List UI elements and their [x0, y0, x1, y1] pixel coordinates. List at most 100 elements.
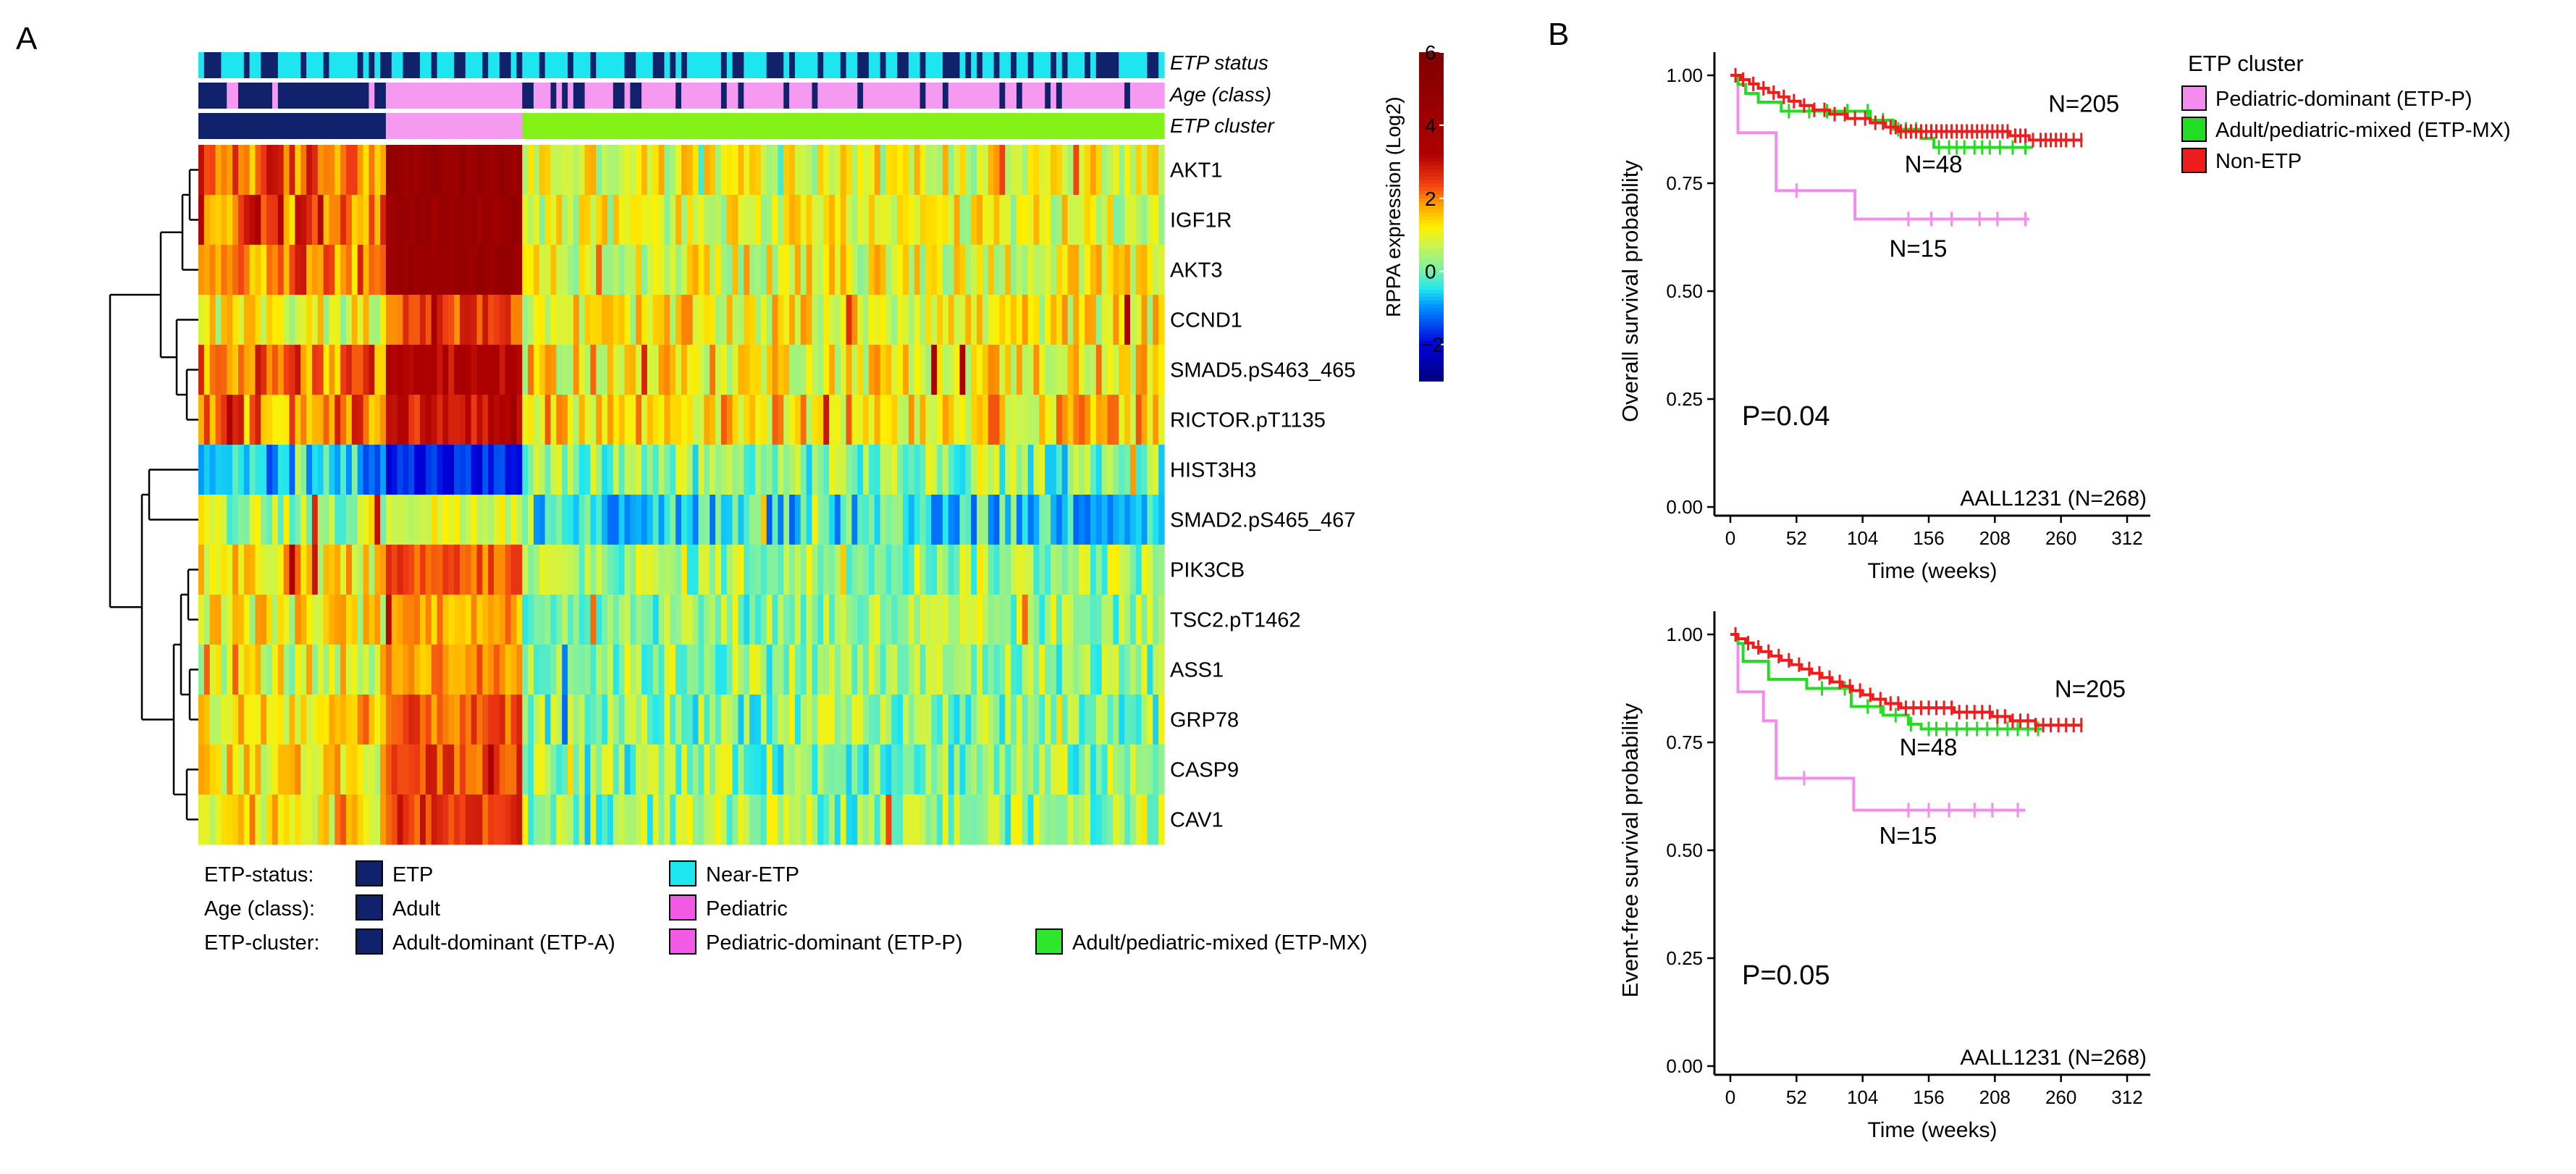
heatmap-cell [698, 645, 704, 695]
heatmap-cell [607, 345, 614, 395]
age-class-cell [414, 83, 421, 109]
heatmap-cell [959, 345, 966, 395]
heatmap-cell [744, 695, 750, 745]
heatmap-cell [863, 645, 870, 695]
heatmap-cell [448, 145, 455, 196]
heatmap-cell [778, 645, 784, 695]
heatmap-cell [766, 295, 773, 345]
heatmap-cell [988, 295, 995, 345]
heatmap-cell [334, 794, 341, 845]
etp-status-cell [749, 52, 756, 78]
heatmap-cell [215, 794, 222, 845]
heatmap-cell [539, 245, 546, 295]
heatmap-cell [289, 445, 295, 495]
heatmap-cell [726, 145, 733, 196]
heatmap-cell [908, 245, 915, 295]
heatmap-cell [277, 345, 285, 395]
etp-cluster-cell [1067, 113, 1074, 139]
heatmap-cells [198, 145, 1165, 845]
heatmap-cell [385, 195, 392, 246]
heatmap-cell [925, 395, 932, 445]
etp-status-cell [403, 52, 409, 78]
heatmap-cell [1061, 695, 1069, 745]
colorbar-segment [1419, 274, 1444, 280]
heatmap-cell [732, 695, 739, 745]
etp-status-cell [221, 52, 227, 78]
heatmap-cell [630, 495, 636, 545]
heatmap-cell [766, 395, 773, 445]
heatmap-cell [1027, 195, 1035, 246]
heatmap-cell [914, 445, 921, 495]
heatmap-cell [1119, 495, 1125, 545]
heatmap-cell [1011, 595, 1017, 645]
heatmap-cell [1090, 395, 1097, 445]
heatmap-cell [209, 495, 216, 545]
heatmap-cell [505, 495, 512, 545]
heatmap-cell [903, 345, 909, 395]
heatmap-cell [283, 395, 290, 445]
heatmap-cell [465, 195, 472, 246]
etp-cluster-cell [982, 113, 989, 139]
heatmap-cell [999, 345, 1006, 395]
heatmap-cell [380, 295, 387, 345]
etp-status-cell [272, 52, 279, 78]
heatmap-cell [516, 345, 523, 395]
heatmap-cell [1135, 345, 1142, 395]
age-class-cell [311, 83, 319, 109]
etp-cluster-cell [783, 113, 790, 139]
x-tick-label: 0 [1725, 527, 1735, 549]
heatmap-cell [317, 345, 324, 395]
heatmap-cell [1016, 145, 1023, 196]
heatmap-cell [1005, 295, 1011, 345]
heatmap-cell [573, 145, 580, 196]
heatmap-cell [988, 595, 995, 645]
heatmap-cell [647, 145, 654, 196]
heatmap-cell [618, 495, 626, 545]
heatmap-cell [1079, 794, 1085, 845]
heatmap-cell [522, 595, 529, 645]
heatmap-cell [277, 295, 285, 345]
heatmap-cell [914, 745, 921, 795]
heatmap-cell [993, 645, 1001, 695]
heatmap-cell [482, 445, 489, 495]
heatmap-cell [351, 495, 358, 545]
heatmap-cell [812, 695, 818, 745]
heatmap-cell [550, 195, 557, 246]
colorbar-segment [1419, 176, 1444, 181]
heatmap-cell [510, 295, 518, 345]
heatmap-cell [596, 545, 602, 595]
heatmap-cell [897, 395, 904, 445]
heatmap-cell [817, 495, 824, 545]
heatmap-cell [755, 495, 762, 545]
colorbar-segment [1419, 260, 1444, 265]
heatmap-cell [522, 345, 529, 395]
heatmap-cell [237, 345, 245, 395]
heatmap-cell [686, 495, 694, 545]
km-curve [1730, 74, 2029, 221]
heatmap-cell [1073, 395, 1079, 445]
heatmap-cell [1153, 145, 1159, 196]
etp-status-cell [618, 52, 626, 78]
heatmap-cell [346, 195, 353, 246]
heatmap-cell [710, 145, 716, 196]
heatmap-cell [544, 794, 552, 845]
heatmap-cell [1090, 295, 1097, 345]
heatmap-cell [641, 745, 648, 795]
heatmap-cell [425, 345, 432, 395]
heatmap-cell [925, 695, 932, 745]
heatmap-cell [556, 395, 563, 445]
age-class-cell [988, 83, 995, 109]
heatmap-cell [510, 645, 518, 695]
age-class-cell [255, 83, 261, 109]
heatmap-cell [573, 395, 580, 445]
age-class-cell [391, 83, 398, 109]
heatmap-cell [1079, 695, 1085, 745]
heatmap-cell [550, 495, 557, 545]
heatmap-cell [829, 495, 835, 545]
heatmap-cell [1039, 495, 1045, 545]
heatmap-cell [1073, 295, 1079, 345]
heatmap-cell [272, 395, 279, 445]
heatmap-cell [431, 245, 438, 295]
heatmap-cell [1119, 145, 1125, 196]
heatmap-cell [374, 695, 381, 745]
